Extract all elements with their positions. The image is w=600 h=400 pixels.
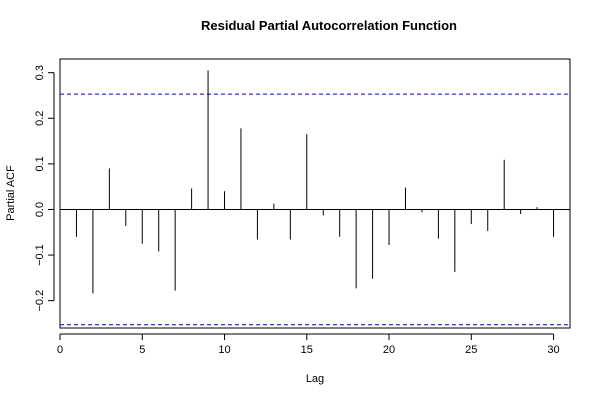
y-tick-label: 0.3 <box>34 65 46 80</box>
plot-frame <box>59 58 571 329</box>
y-tick-label: −0.2 <box>34 290 46 312</box>
x-tick-label: 25 <box>465 344 477 356</box>
x-axis-label: Lag <box>306 373 324 385</box>
x-tick-label: 30 <box>547 344 559 356</box>
pacf-bars <box>75 70 555 294</box>
x-axis: 0 5 10 15 20 25 30 <box>57 333 560 356</box>
confidence-bounds <box>60 93 570 326</box>
x-tick-label: 5 <box>139 344 145 356</box>
y-tick-label: −0.1 <box>34 244 46 266</box>
y-axis: −0.2 −0.1 0.0 0.1 0.2 0.3 <box>34 65 55 312</box>
x-tick-label: 0 <box>57 344 63 356</box>
y-tick-label: 0.2 <box>34 111 46 126</box>
x-tick-label: 10 <box>218 344 230 356</box>
chart-title: Residual Partial Autocorrelation Functio… <box>201 18 457 33</box>
y-axis-label: Partial ACF <box>5 165 17 221</box>
y-tick-label: 0.1 <box>34 156 46 171</box>
y-tick-label: 0.0 <box>34 202 46 217</box>
x-tick-label: 20 <box>383 344 395 356</box>
x-tick-label: 15 <box>301 344 313 356</box>
